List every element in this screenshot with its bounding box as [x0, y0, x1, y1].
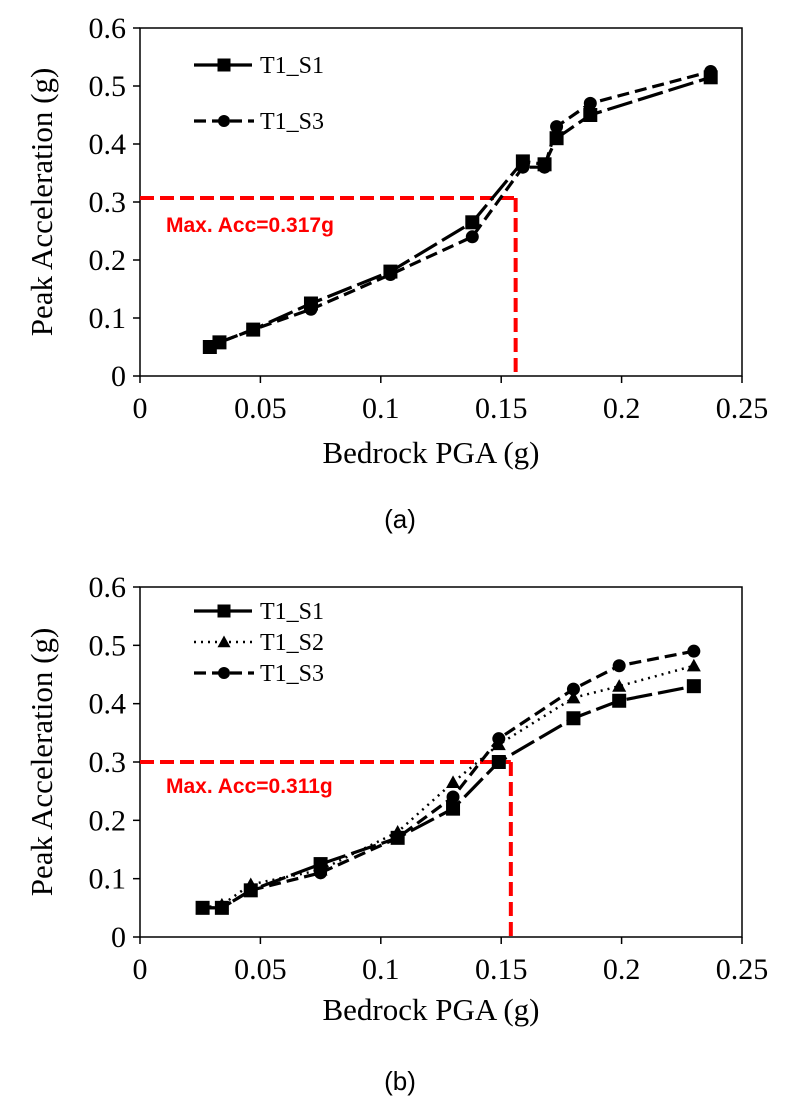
- y-tick-label: 0.4: [89, 688, 127, 721]
- y-tick-label: 0.1: [89, 863, 127, 896]
- data-point-triangle: [686, 658, 701, 672]
- x-tick-label: 0.15: [475, 953, 528, 986]
- y-tick-label: 0.1: [89, 302, 127, 335]
- x-axis-title: Bedrock PGA (g): [323, 435, 540, 470]
- data-point-triangle: [446, 775, 461, 789]
- data-point-square: [686, 679, 701, 694]
- legend-entry-label: T1_S1: [260, 53, 324, 79]
- x-tick-label: 0.1: [362, 392, 400, 425]
- data-point-circle: [566, 682, 580, 696]
- data-point-triangle: [566, 690, 581, 704]
- y-axis-title: Peak Acceleration (g): [24, 628, 59, 897]
- y-tick-label: 0.5: [89, 70, 127, 103]
- data-point-circle: [492, 732, 506, 746]
- data-point-circle: [215, 901, 229, 915]
- x-tick-label: 0.2: [603, 392, 641, 425]
- data-point-circle: [391, 831, 405, 845]
- legend: T1_S1 T1_S2 T1_S3: [194, 599, 324, 687]
- x-tick-label: 0.1: [362, 953, 400, 986]
- legend-marker-circle: [218, 667, 230, 679]
- chart-panel-a: 0 0.1 0.2 0.3 0.4 0.5 0.6 0 0.05 0.1 0.15 0.2 0.25 Be…: [24, 12, 768, 534]
- legend-marker-triangle: [217, 635, 231, 648]
- y-axis-title: Peak Acceleration (g): [24, 68, 59, 337]
- chart-panel-b: 0 0.1 0.2 0.3 0.4 0.5 0.6 0 0.05 0.1 0.15 0.2 0.25 Be…: [24, 571, 768, 1096]
- data-point-circle: [314, 866, 328, 880]
- data-point-circle: [516, 160, 530, 174]
- max-acc-annotation: Max. Acc=0.311g: [166, 775, 333, 798]
- legend-entry-label: T1_S3: [260, 661, 324, 687]
- legend-entry-label: T1_S3: [260, 109, 324, 135]
- data-point-circle: [383, 268, 397, 281]
- x-tick-label: 0.05: [234, 953, 287, 986]
- data-point-circle: [203, 340, 217, 354]
- y-tick-label: 0.4: [89, 128, 127, 161]
- x-tick-label: 0.15: [475, 392, 528, 425]
- legend: T1_S1 T1_S3: [194, 53, 324, 135]
- y-tick-label: 0.2: [89, 804, 127, 837]
- series-T1_S3: [203, 65, 718, 354]
- series-line: [202, 649, 695, 910]
- y-tick-label: 0.5: [89, 629, 127, 662]
- legend-entry-label: T1_S2: [260, 630, 324, 656]
- max-acc-annotation: Max. Acc=0.317g: [166, 214, 334, 237]
- data-point-square: [446, 801, 461, 816]
- y-tick-label: 0.6: [89, 12, 127, 45]
- legend-marker-circle: [218, 115, 230, 127]
- x-tick-label: 0.25: [716, 392, 769, 425]
- data-point-circle: [465, 230, 479, 244]
- data-point-square: [566, 711, 581, 726]
- data-point-square: [583, 108, 598, 122]
- x-tick-label: 0: [133, 392, 148, 425]
- data-point-circle: [538, 160, 552, 174]
- y-tick-label: 0.6: [89, 571, 127, 604]
- x-axis-title: Bedrock PGA (g): [323, 992, 540, 1027]
- x-tick-label: 0.25: [716, 953, 769, 986]
- data-point-circle: [246, 323, 260, 337]
- x-tick-label: 0.05: [234, 392, 287, 425]
- annotation-background: [150, 204, 400, 244]
- y-tick-label: 0.3: [89, 746, 127, 779]
- legend-marker-square: [217, 58, 231, 72]
- data-point-circle: [244, 883, 258, 897]
- y-tick-label: 0: [111, 921, 126, 954]
- annotation-background: [150, 765, 400, 805]
- data-point-circle: [212, 335, 226, 349]
- panel-label: (b): [384, 1066, 416, 1096]
- x-tick-label: 0.2: [603, 953, 641, 986]
- data-point-circle: [583, 96, 597, 110]
- data-point-square: [612, 693, 627, 708]
- data-point-square: [465, 215, 480, 230]
- data-point-square: [491, 755, 506, 769]
- data-point-circle: [704, 65, 718, 78]
- data-point-circle: [304, 302, 318, 316]
- legend-entry-label: T1_S1: [260, 599, 324, 625]
- data-point-circle: [550, 120, 564, 134]
- y-tick-label: 0.2: [89, 244, 127, 277]
- data-point-circle: [196, 901, 210, 915]
- data-point-circle: [612, 659, 626, 673]
- data-point-triangle: [612, 679, 627, 692]
- data-point-circle: [446, 790, 460, 804]
- series-T1_S3: [196, 644, 701, 915]
- data-point-circle: [687, 644, 701, 658]
- y-tick-label: 0: [111, 360, 126, 393]
- plot-area-frame: [139, 27, 743, 377]
- y-tick-label: 0.3: [89, 186, 127, 219]
- x-tick-label: 0: [133, 953, 148, 986]
- legend-marker-square: [217, 604, 231, 618]
- panel-label: (a): [384, 504, 416, 534]
